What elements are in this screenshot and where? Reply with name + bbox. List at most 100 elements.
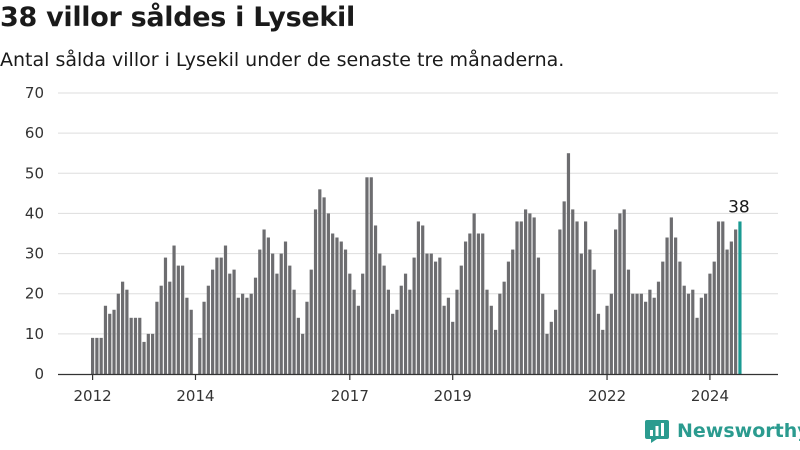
bar	[292, 289, 296, 374]
bar	[691, 289, 695, 374]
bar	[326, 213, 330, 374]
bar	[686, 293, 691, 374]
bar	[674, 237, 678, 374]
bar	[343, 249, 348, 374]
bar	[112, 309, 116, 374]
bar	[648, 289, 652, 374]
bar	[258, 249, 262, 374]
bar	[489, 305, 493, 374]
bar	[626, 269, 631, 374]
bar	[181, 265, 185, 374]
bar	[704, 293, 708, 374]
bar	[305, 301, 309, 374]
bar	[506, 261, 511, 374]
brand-name: Newsworthy	[677, 420, 800, 442]
bar	[408, 289, 412, 374]
x-tick-label: 2017	[331, 387, 369, 405]
bar	[644, 301, 648, 374]
bar	[236, 297, 240, 374]
bar	[622, 209, 626, 374]
bar	[301, 333, 305, 374]
bar	[485, 289, 489, 374]
bar	[215, 257, 219, 374]
bar	[716, 221, 721, 374]
bar	[241, 293, 245, 374]
bar	[605, 305, 609, 374]
bar	[253, 277, 258, 374]
bar	[549, 321, 553, 374]
bar	[554, 309, 558, 374]
bar	[121, 281, 125, 374]
bar	[468, 233, 472, 374]
bar	[339, 241, 343, 374]
bar	[206, 285, 210, 374]
bar	[455, 289, 459, 374]
bar	[562, 201, 566, 374]
y-tick-label: 0	[34, 365, 44, 383]
bar	[365, 177, 369, 374]
bar	[245, 297, 249, 374]
bar	[416, 221, 421, 374]
y-tick-label: 20	[25, 285, 44, 303]
x-tick-label: 2024	[691, 387, 729, 405]
bar	[566, 153, 571, 374]
bar	[331, 233, 335, 374]
bar	[412, 257, 416, 374]
bar	[729, 241, 733, 374]
bar	[472, 213, 476, 374]
bar	[382, 265, 386, 374]
x-tick-label: 2022	[588, 387, 626, 405]
bar	[151, 333, 155, 374]
y-tick-label: 70	[25, 84, 44, 102]
bar	[159, 285, 163, 374]
bar	[523, 209, 528, 374]
bar	[639, 293, 643, 374]
bar	[352, 289, 356, 374]
chart-subtitle: Antal sålda villor i Lysekil under de se…	[0, 49, 565, 71]
bar	[142, 341, 146, 374]
bar	[185, 297, 189, 374]
y-tick-label: 30	[25, 245, 44, 263]
bar	[313, 209, 318, 374]
bar	[498, 293, 502, 374]
bar	[219, 257, 223, 374]
bar	[708, 273, 712, 374]
bar	[532, 217, 536, 374]
bar	[682, 285, 686, 374]
bar	[631, 293, 635, 374]
bar	[202, 301, 206, 374]
bar	[618, 213, 622, 374]
bar	[399, 285, 403, 374]
bar	[571, 209, 575, 374]
bar	[635, 293, 639, 374]
bar	[198, 337, 202, 374]
bar	[575, 221, 579, 374]
bar	[356, 305, 360, 374]
bar	[541, 293, 545, 374]
bar	[669, 217, 673, 374]
bar	[519, 221, 523, 374]
bar	[103, 305, 108, 374]
bar	[588, 249, 592, 374]
bar	[545, 333, 549, 374]
bar	[528, 213, 532, 374]
last-value-label: 38	[728, 197, 750, 217]
bar	[695, 317, 699, 374]
bar	[95, 337, 99, 374]
bar	[361, 273, 365, 374]
bar	[99, 337, 103, 374]
bar	[373, 225, 378, 374]
bar	[476, 233, 481, 374]
bar	[395, 309, 399, 374]
bar	[429, 253, 433, 374]
bar	[425, 253, 429, 374]
bar	[129, 317, 133, 374]
y-tick-label: 10	[25, 325, 44, 343]
bar	[515, 221, 519, 374]
bar	[511, 249, 515, 374]
bar	[699, 297, 703, 374]
bar	[734, 229, 738, 374]
x-tick-label: 2014	[176, 387, 214, 405]
x-tick-label: 2012	[74, 387, 112, 405]
